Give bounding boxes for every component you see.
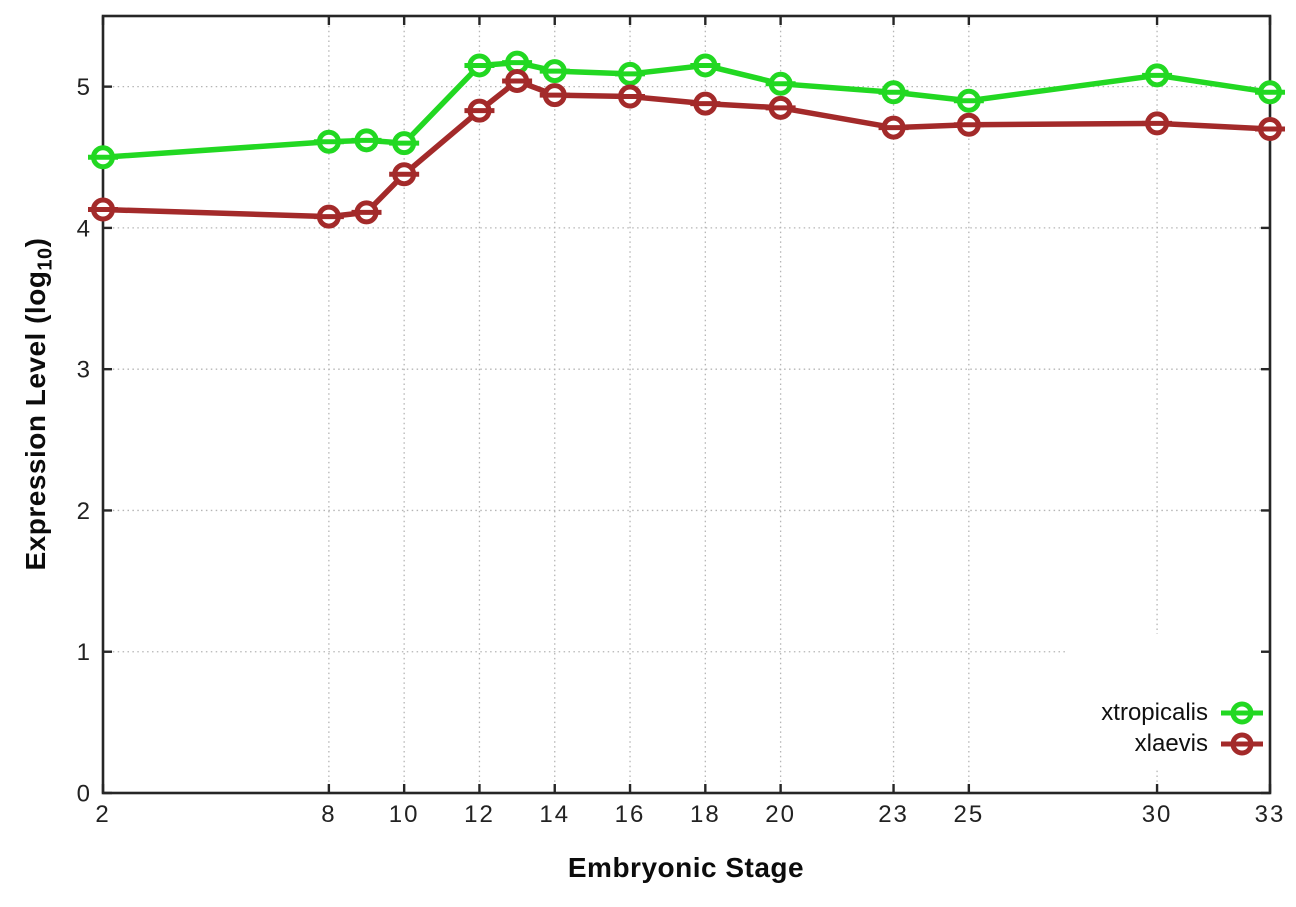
legend-label: xtropicalis xyxy=(1101,699,1208,726)
x-tick-label: 8 xyxy=(321,801,336,828)
legend-item-xlaevis: xlaevis xyxy=(1135,730,1264,758)
series-line-xtropicalis xyxy=(100,59,1273,161)
series-line-xlaevis xyxy=(100,78,1273,220)
y-axis-title-close: ) xyxy=(20,237,51,248)
x-tick-label: 23 xyxy=(878,801,909,828)
y-tick-label: 2 xyxy=(77,498,92,525)
plot-border xyxy=(101,14,1272,795)
x-tick-label: 16 xyxy=(615,801,646,828)
x-tick-label: 20 xyxy=(765,801,796,828)
y-tick-label: 1 xyxy=(77,639,92,666)
legend-sample-marker-icon xyxy=(1221,701,1263,725)
y-tick-label: 0 xyxy=(77,781,92,808)
x-tick-label: 30 xyxy=(1142,801,1173,828)
legend-sample-marker-icon xyxy=(1221,732,1263,756)
legend: xtropicalis xlaevis xyxy=(1068,634,1284,770)
x-tick-label: 33 xyxy=(1255,801,1286,828)
legend-label: xlaevis xyxy=(1134,730,1208,757)
y-tick-label: 3 xyxy=(77,357,92,384)
x-axis-title: Embryonic Stage xyxy=(567,852,805,883)
y-tick-label: 4 xyxy=(77,215,92,242)
x-tick-label: 25 xyxy=(953,801,984,828)
x-tick-label: 18 xyxy=(690,801,721,828)
x-tick-label: 2 xyxy=(95,801,110,828)
legend-item-xtropicalis: xtropicalis xyxy=(1101,699,1264,727)
y-axis-title-text: Expression Level (log xyxy=(20,270,51,571)
x-tick-label: 10 xyxy=(389,801,420,828)
y-axis-title: Expression Level (log10) xyxy=(20,54,57,754)
y-tick-label: 5 xyxy=(77,74,92,101)
x-tick-label: 14 xyxy=(539,801,570,828)
y-axis-title-subscript: 10 xyxy=(34,247,57,271)
x-tick-label: 12 xyxy=(464,801,495,828)
